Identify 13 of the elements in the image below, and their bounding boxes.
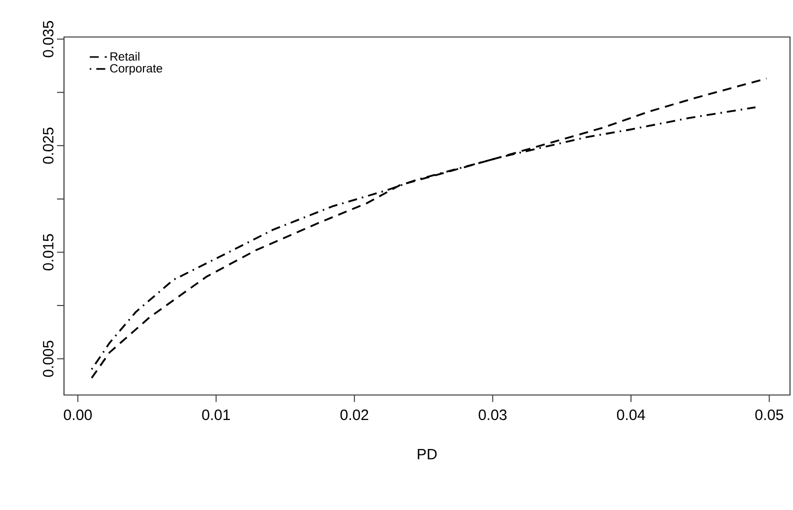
x-tick-label: 0.00	[64, 410, 92, 420]
x-tick-label: 0.01	[202, 410, 230, 420]
x-tick-label: 0.02	[340, 410, 368, 420]
y-tick-label: 0.025	[42, 128, 54, 164]
x-axis-title: PD	[418, 448, 437, 460]
y-tick-label: 0.015	[42, 234, 54, 270]
legend-label: Retail	[110, 52, 140, 61]
x-tick-label: 0.03	[478, 410, 507, 420]
y-tick-label: 0.005	[42, 340, 54, 377]
legend-label: Corporate	[110, 64, 162, 75]
x-tick-label: 0.05	[755, 410, 784, 420]
y-tick-label: 0.035	[42, 21, 54, 58]
x-tick-label: 0.04	[617, 410, 646, 420]
